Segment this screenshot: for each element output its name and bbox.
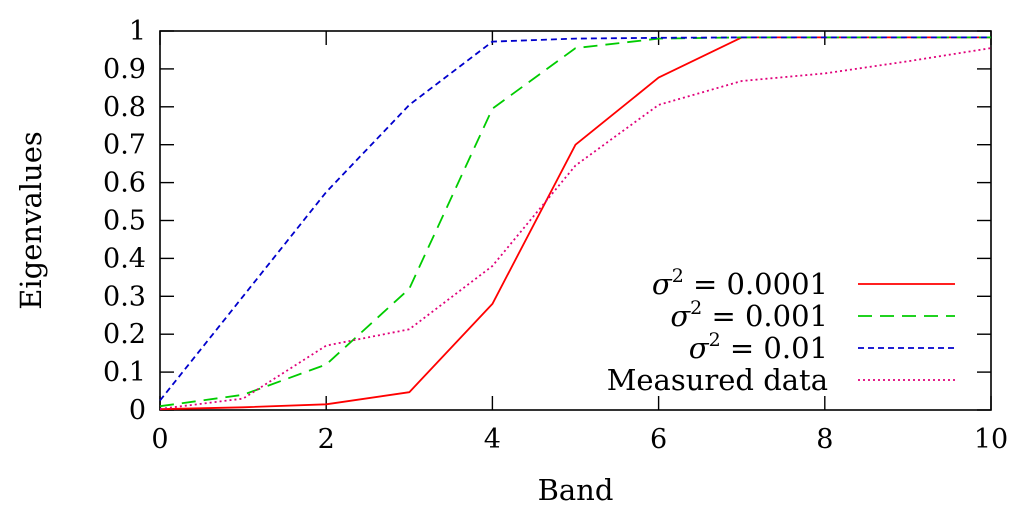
y-tick-label: 0.8 [103, 92, 146, 123]
x-tick-label: 0 [151, 424, 168, 455]
legend-superscript: 2 [690, 297, 702, 319]
y-tick-label: 0.4 [103, 243, 146, 274]
y-tick-label: 0.5 [103, 206, 146, 237]
x-axis-title: Band [538, 473, 614, 507]
y-tick-label: 0.6 [103, 168, 146, 199]
x-tick-label: 2 [318, 424, 335, 455]
y-tick-label: 0.7 [103, 130, 146, 161]
series-line-0 [159, 36, 991, 411]
plot-frame [159, 30, 992, 411]
legend-symbol: σ [689, 331, 710, 365]
y-tick-label: 0.1 [103, 357, 146, 388]
legend-symbol: σ [652, 267, 673, 301]
legend-symbol: σ [670, 299, 691, 333]
y-axis-title: Eigenvalues [14, 131, 48, 310]
legend-superscript: 2 [709, 329, 721, 351]
series-lines [159, 36, 992, 411]
y-tick-label: 0 [129, 395, 146, 426]
y-tick-label: 1 [129, 16, 146, 47]
legend-value: = 0.001 [702, 299, 828, 333]
y-tick-label: 0.2 [103, 319, 146, 350]
x-tick-label: 10 [974, 424, 1008, 455]
legend-superscript: 2 [672, 265, 684, 287]
legend-label-2: σ2 = 0.01 [689, 329, 828, 365]
legend-value: Measured data [607, 363, 828, 397]
series-line-2 [159, 36, 991, 402]
series-line-3 [159, 47, 992, 410]
y-tick-label: 0.3 [103, 281, 146, 312]
y-tick-label: 0.9 [103, 54, 146, 85]
legend-value: = 0.0001 [684, 267, 828, 301]
legend-label-1: σ2 = 0.001 [670, 297, 828, 333]
series-line-1 [159, 36, 991, 408]
legend-value: = 0.01 [721, 331, 828, 365]
x-tick-label: 4 [484, 424, 501, 455]
legend-label-0: σ2 = 0.0001 [652, 265, 828, 301]
axes: 0 2 4 6 8 10 0 0.1 0.2 0.3 0.4 0.5 0.6 0.7 0.8 0.9 1 [103, 16, 1008, 455]
x-tick-label: 6 [650, 424, 667, 455]
legend-label-3: Measured data [607, 363, 828, 397]
x-tick-label: 8 [816, 424, 833, 455]
